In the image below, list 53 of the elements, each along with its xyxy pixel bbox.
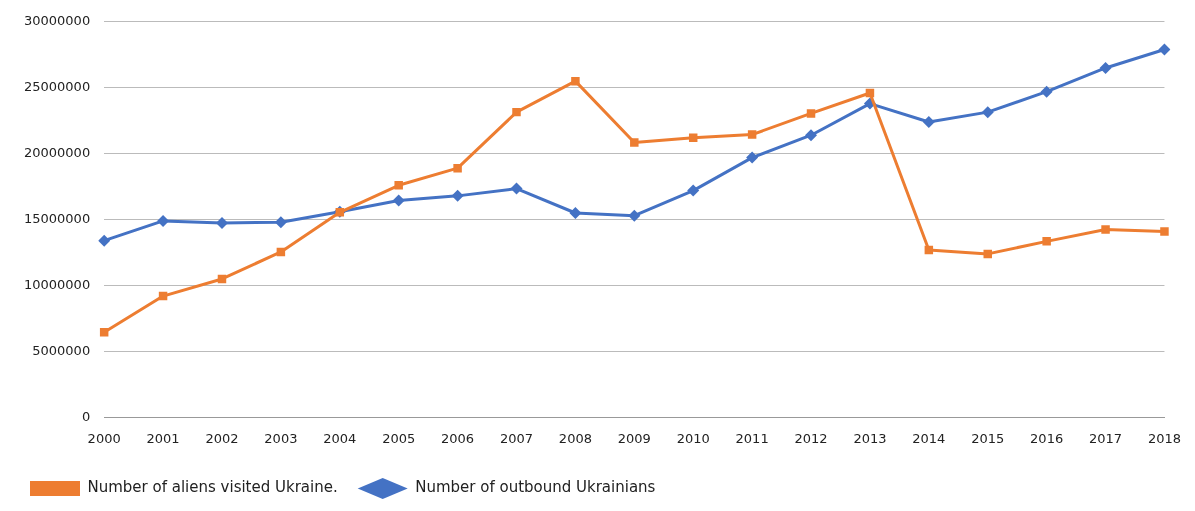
- point: [510, 182, 523, 195]
- point: [394, 181, 403, 190]
- point: [1160, 227, 1169, 236]
- x-tick-label: 2014: [912, 430, 946, 446]
- x-tick-label: 2017: [1089, 430, 1123, 446]
- point: [99, 328, 109, 337]
- point: [1042, 237, 1051, 246]
- x-tick-label: 2005: [382, 430, 416, 446]
- point: [1158, 43, 1171, 56]
- point: [571, 76, 580, 86]
- x-tick-label: 2016: [1030, 430, 1064, 446]
- x-tick-label: 2010: [676, 430, 710, 446]
- point: [746, 151, 759, 164]
- x-tick-label: 2003: [264, 430, 298, 446]
- point: [98, 234, 111, 247]
- legend-label: Number of aliens visited Ukraine.: [87, 478, 338, 497]
- point: [747, 130, 757, 139]
- point: [392, 194, 405, 207]
- y-tick-label: 30000000: [24, 13, 91, 29]
- point: [1040, 85, 1053, 98]
- x-tick-label: 2009: [617, 430, 651, 446]
- point: [806, 109, 816, 118]
- x-tick-label: 2002: [205, 430, 239, 446]
- point: [1101, 225, 1110, 234]
- point: [922, 116, 935, 129]
- point: [687, 184, 700, 197]
- y-tick-label: 5000000: [32, 342, 91, 358]
- x-tick-label: 2015: [971, 430, 1005, 446]
- x-tick-label: 2012: [794, 430, 828, 446]
- point: [512, 107, 521, 117]
- y-tick-label: 20000000: [24, 145, 91, 161]
- x-tick-label: 2006: [441, 430, 475, 446]
- x-tick-label: 2001: [146, 430, 180, 446]
- point: [1099, 61, 1112, 74]
- x-tick-label: 2007: [499, 430, 534, 446]
- point: [453, 163, 462, 173]
- y-tick-label: 25000000: [24, 79, 91, 95]
- point: [628, 209, 641, 222]
- point: [981, 106, 994, 119]
- y-tick-label: 0: [81, 408, 91, 424]
- point: [451, 189, 464, 202]
- x-tick-label: 2018: [1147, 430, 1181, 446]
- x-tick-label: 2013: [853, 430, 887, 446]
- y-tick-label: 15000000: [24, 210, 91, 226]
- x-tick-label: 2008: [558, 430, 592, 446]
- x-tick-label: 2000: [87, 430, 121, 446]
- x-tick-label: 2011: [735, 430, 769, 446]
- x-tick-label: 2004: [323, 430, 357, 446]
- point: [805, 129, 818, 142]
- point: [630, 138, 639, 147]
- y-tick-label: 10000000: [24, 276, 91, 292]
- point: [569, 207, 582, 220]
- legend-label: Number of outbound Ukrainians: [415, 478, 656, 497]
